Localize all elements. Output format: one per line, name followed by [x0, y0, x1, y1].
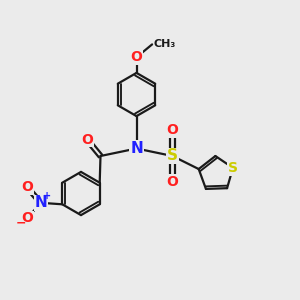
Text: +: + — [43, 191, 51, 201]
Text: N: N — [130, 141, 143, 156]
Text: O: O — [81, 133, 93, 146]
Text: CH₃: CH₃ — [154, 39, 176, 50]
Text: N: N — [34, 195, 47, 210]
Text: O: O — [167, 175, 178, 188]
Text: O: O — [21, 212, 33, 225]
Text: O: O — [130, 50, 142, 64]
Text: S: S — [228, 161, 238, 175]
Text: −: − — [15, 216, 26, 230]
Text: O: O — [167, 124, 178, 137]
Text: S: S — [167, 148, 178, 164]
Text: O: O — [21, 180, 33, 194]
